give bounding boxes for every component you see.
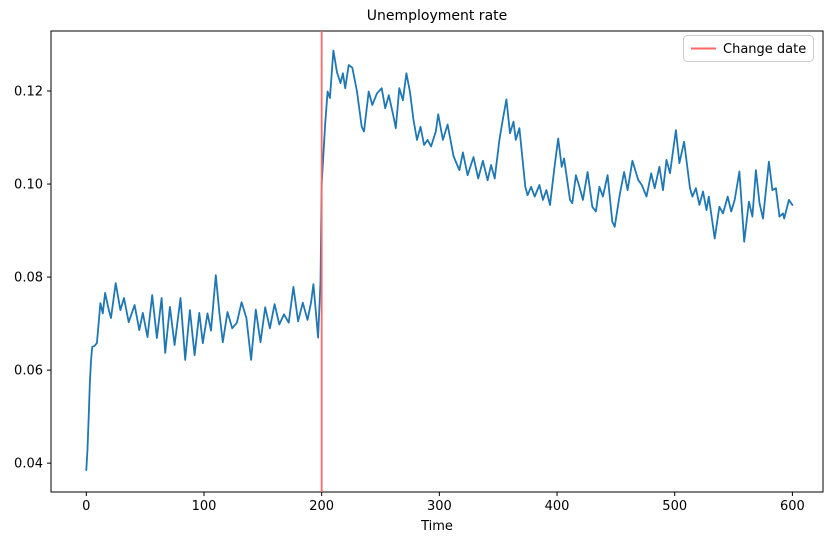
legend: Change date — [683, 35, 814, 62]
x-tick-label: 500 — [662, 499, 687, 514]
plot-border — [50, 30, 824, 493]
x-axis-label: Time — [420, 519, 453, 534]
x-axis-ticks: 0 100 200 300 400 500 600 — [82, 492, 805, 514]
y-tick-label: 0.06 — [14, 364, 43, 379]
x-tick-label: 300 — [427, 499, 452, 514]
y-tick-label: 0.04 — [14, 457, 43, 472]
y-tick-label: 0.08 — [14, 271, 43, 286]
x-tick-label: 100 — [192, 499, 217, 514]
x-tick-label: 0 — [82, 499, 90, 514]
x-tick-label: 600 — [780, 499, 805, 514]
x-tick-label: 200 — [309, 499, 334, 514]
legend-label: Change date — [723, 42, 806, 57]
y-axis-ticks: 0.04 0.06 0.08 0.10 0.12 — [14, 85, 51, 472]
x-tick-label: 400 — [545, 499, 570, 514]
y-tick-label: 0.10 — [14, 178, 43, 193]
chart-title: Unemployment rate — [367, 8, 508, 24]
y-tick-label: 0.12 — [14, 85, 43, 100]
legend-box — [683, 35, 814, 62]
series-line-unemployment-rate — [85, 49, 794, 471]
